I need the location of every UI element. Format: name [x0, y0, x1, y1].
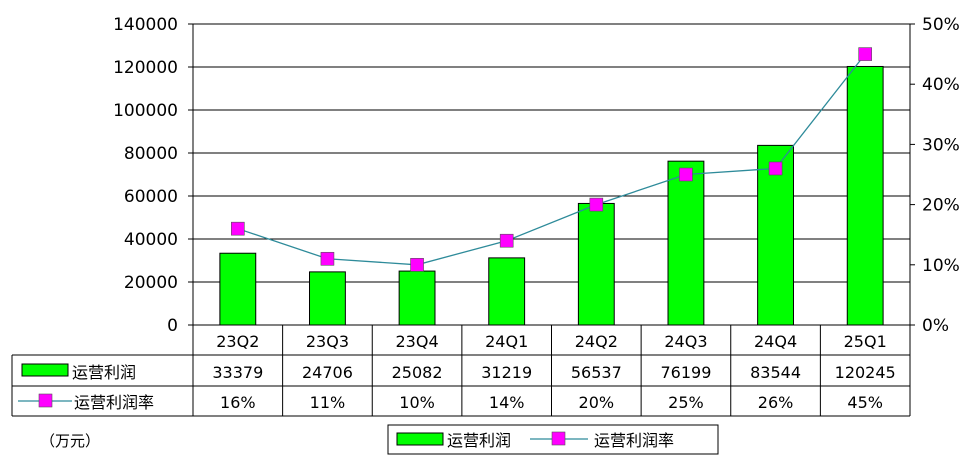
left-tick-label: 40000 — [124, 230, 178, 250]
unit-label: （万元） — [40, 432, 100, 450]
margin-point — [768, 161, 783, 176]
profit-value: 120245 — [835, 363, 896, 382]
bar — [398, 270, 436, 326]
margin-point — [320, 251, 335, 266]
margin-point — [858, 47, 872, 61]
margin-value: 45% — [847, 393, 883, 412]
legend-swatch-profit — [396, 432, 444, 446]
bar — [757, 144, 794, 326]
margin-series-line — [237, 53, 866, 266]
right-axis: 0% 10% 20% 30% 40% 50% — [910, 15, 960, 336]
right-tick-label: 30% — [922, 135, 960, 155]
profit-value: 31219 — [481, 363, 532, 382]
bar — [846, 65, 884, 326]
right-tick-label: 0% — [922, 316, 949, 336]
data-table: 23Q2 33379 16% 23Q3 24706 11% 23Q4 25082 10% 24Q1… — [11, 325, 911, 417]
margin-value: 14% — [489, 393, 525, 412]
left-tick-label: 120000 — [113, 58, 178, 78]
left-tick-label: 140000 — [113, 15, 178, 35]
bar — [577, 202, 615, 326]
left-tick-label: 80000 — [124, 144, 178, 164]
legend-label-margin: 运营利润率 — [594, 431, 674, 450]
margin-value: 25% — [668, 393, 704, 412]
row-marker-margin — [38, 393, 53, 408]
legend-label-profit: 运营利润 — [447, 431, 511, 450]
legend-marker-margin — [551, 431, 566, 446]
margin-value: 20% — [579, 393, 615, 412]
margin-point — [589, 197, 604, 212]
category-label: 23Q4 — [395, 332, 438, 351]
legend: 运营利润 运营利润率 — [387, 424, 719, 455]
plot-area — [192, 23, 911, 326]
right-tick-label: 50% — [922, 15, 960, 35]
margin-value: 16% — [220, 393, 256, 412]
category-label: 24Q1 — [485, 332, 528, 351]
margin-point — [231, 221, 245, 236]
margin-value: 11% — [310, 393, 346, 412]
row-label-margin: 运营利润率 — [74, 393, 154, 412]
left-tick-label: 0 — [167, 316, 178, 336]
bar — [309, 271, 346, 326]
left-axis: 0 20000 40000 60000 80000 100000 120000 140000 — [113, 15, 193, 336]
category-label: 23Q3 — [306, 332, 349, 351]
profit-value: 76199 — [660, 363, 711, 382]
bar — [488, 257, 526, 326]
margin-point — [679, 167, 693, 182]
margin-point — [410, 257, 424, 272]
margin-line — [231, 47, 872, 272]
bar — [219, 252, 257, 326]
left-tick-label: 100000 — [113, 101, 178, 121]
row-label-profit: 运营利润 — [72, 363, 136, 382]
margin-point — [499, 233, 514, 248]
bar — [667, 160, 705, 326]
margin-value: 26% — [758, 393, 794, 412]
category-label: 23Q2 — [216, 332, 259, 351]
category-label: 24Q4 — [754, 332, 797, 351]
bars — [219, 65, 884, 326]
category-label: 24Q2 — [575, 332, 618, 351]
right-tick-label: 40% — [922, 75, 960, 95]
profit-value: 83544 — [750, 363, 801, 382]
right-tick-label: 10% — [922, 256, 960, 276]
right-tick-label: 20% — [922, 196, 960, 216]
profit-value: 24706 — [302, 363, 353, 382]
left-tick-label: 60000 — [124, 187, 178, 207]
profit-value: 25082 — [392, 363, 443, 382]
margin-value: 10% — [399, 393, 435, 412]
category-label: 24Q3 — [664, 332, 707, 351]
category-label: 25Q1 — [844, 332, 887, 351]
row-swatch-profit — [21, 363, 69, 377]
left-tick-label: 20000 — [124, 273, 178, 293]
profit-value: 33379 — [212, 363, 263, 382]
profit-value: 56537 — [571, 363, 622, 382]
